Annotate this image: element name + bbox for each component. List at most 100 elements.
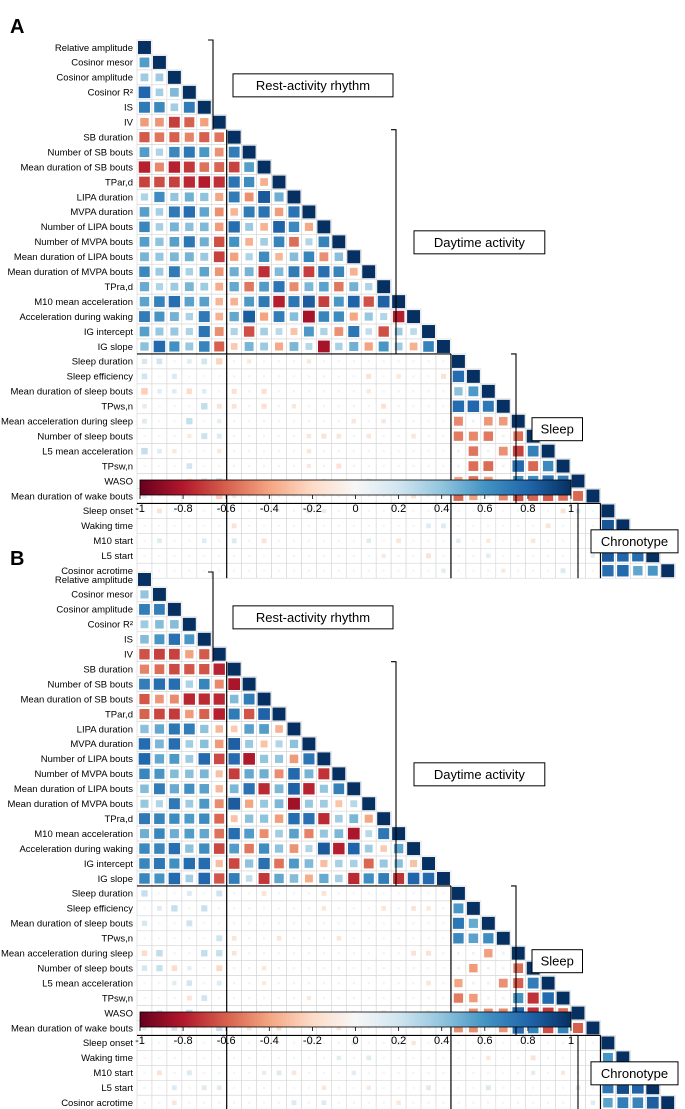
group-label: Rest-activity rhythm — [256, 610, 370, 625]
correlation-square — [289, 252, 299, 262]
correlation-square — [307, 1071, 311, 1074]
correlation-square — [427, 449, 430, 453]
correlation-square — [633, 566, 643, 576]
row-label: IG slope — [98, 342, 133, 353]
correlation-square — [412, 509, 415, 513]
correlation-square — [233, 569, 236, 572]
correlation-square — [275, 740, 283, 748]
correlation-square — [528, 491, 539, 501]
correlation-square — [186, 463, 193, 469]
correlation-square — [274, 784, 284, 794]
correlation-square — [602, 565, 614, 577]
correlation-square — [337, 952, 340, 955]
correlation-square — [143, 509, 146, 513]
correlation-square — [543, 490, 554, 502]
row-label: LIPA duration — [77, 724, 133, 735]
correlation-square — [154, 754, 165, 764]
correlation-square — [352, 937, 355, 940]
correlation-square — [453, 993, 464, 1003]
correlation-square — [274, 858, 284, 869]
colorbar-tick-label: 0.2 — [391, 1035, 406, 1047]
correlation-square — [307, 539, 311, 542]
correlation-square — [571, 474, 585, 488]
correlation-square — [501, 951, 505, 955]
correlation-square — [349, 814, 359, 824]
correlation-square — [396, 538, 401, 544]
correlation-square — [153, 678, 166, 690]
correlation-square — [228, 827, 240, 840]
row-label: TPra,d — [104, 282, 133, 293]
correlation-square — [203, 464, 206, 468]
correlation-square — [412, 1086, 415, 1089]
correlation-square — [486, 966, 490, 970]
correlation-square — [154, 191, 165, 203]
correlation-square — [382, 981, 385, 985]
correlation-square — [243, 783, 255, 795]
correlation-square — [426, 980, 431, 986]
correlation-square — [155, 739, 164, 749]
correlation-square — [362, 265, 376, 279]
correlation-square — [292, 539, 296, 542]
correlation-square — [397, 952, 400, 955]
correlation-square — [427, 494, 430, 498]
correlation-square — [412, 420, 415, 423]
correlation-square — [154, 664, 165, 675]
correlation-square — [185, 268, 194, 276]
correlation-square — [142, 404, 147, 409]
correlation-square — [483, 933, 494, 944]
correlation-square — [199, 207, 209, 217]
correlation-square — [307, 1026, 311, 1030]
correlation-square — [277, 375, 281, 378]
row-label: Mean duration of wake bouts — [11, 491, 133, 502]
correlation-square — [156, 508, 162, 514]
correlation-square — [306, 1040, 312, 1046]
row-label: L5 mean acceleration — [42, 446, 133, 457]
correlation-square — [242, 677, 256, 691]
correlation-square — [203, 1101, 206, 1104]
correlation-square — [199, 709, 210, 720]
correlation-square — [517, 1101, 520, 1104]
correlation-square — [262, 1056, 266, 1060]
correlation-square — [556, 459, 570, 473]
correlation-square — [158, 524, 161, 528]
correlation-square — [306, 508, 312, 514]
correlation-square — [185, 769, 194, 779]
correlation-square — [352, 360, 355, 363]
row-label: Cosinor R² — [88, 620, 133, 631]
correlation-square — [352, 435, 355, 438]
correlation-square — [378, 341, 389, 352]
correlation-square — [352, 390, 355, 393]
row-label: SB duration — [83, 132, 133, 143]
correlation-square — [247, 569, 251, 572]
correlation-square — [453, 491, 464, 501]
correlation-square — [184, 192, 194, 202]
correlation-square — [247, 922, 251, 925]
correlation-square — [427, 464, 430, 468]
correlation-square — [486, 553, 491, 558]
correlation-square — [153, 340, 166, 353]
correlation-square — [183, 206, 195, 218]
correlation-square — [155, 620, 164, 629]
correlation-square — [154, 648, 165, 660]
correlation-square — [336, 1055, 341, 1060]
correlation-square — [277, 967, 281, 970]
correlation-square — [203, 1041, 206, 1045]
correlation-square — [427, 405, 430, 408]
group-label: Rest-activity rhythm — [256, 78, 370, 93]
correlation-square — [347, 250, 361, 264]
correlation-square — [426, 950, 432, 956]
correlation-square — [168, 206, 180, 218]
correlation-square — [456, 951, 460, 955]
correlation-square — [172, 389, 177, 394]
correlation-square — [302, 737, 316, 751]
correlation-square — [289, 844, 299, 853]
correlation-square — [411, 433, 416, 439]
correlation-square — [397, 996, 400, 1000]
correlation-square — [168, 842, 181, 855]
correlation-square — [154, 873, 165, 884]
correlation-square — [188, 569, 191, 572]
correlation-square — [218, 996, 221, 1000]
correlation-square — [451, 886, 465, 900]
correlation-square — [168, 266, 180, 278]
correlation-square — [217, 448, 222, 454]
